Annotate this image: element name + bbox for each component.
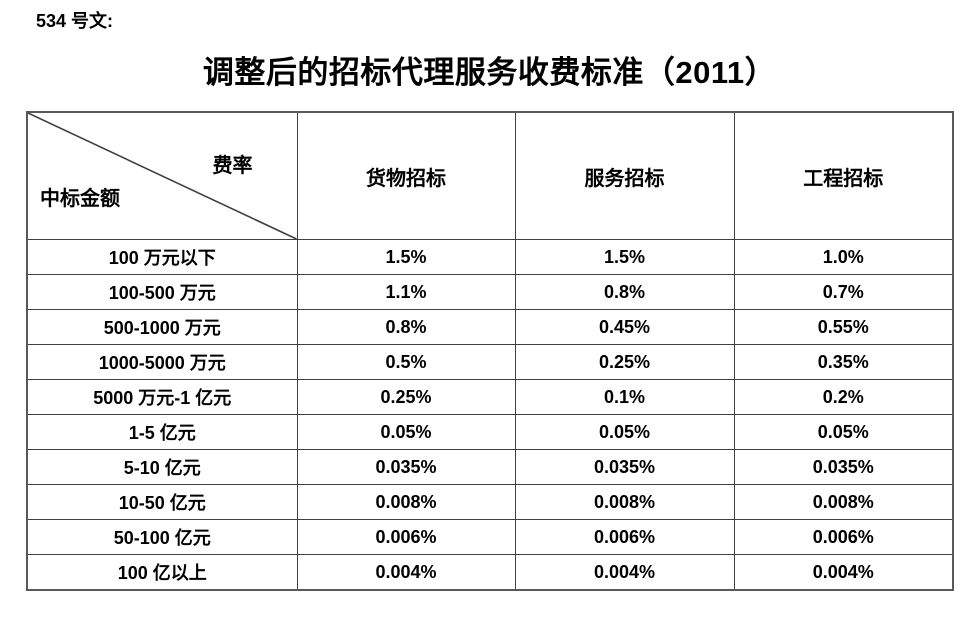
- table-row: 100 亿以上 0.004% 0.004% 0.004%: [26, 554, 954, 591]
- rate-cell: 0.25%: [514, 344, 735, 380]
- rate-cell: 0.2%: [733, 379, 954, 415]
- amount-range-cell: 5000 万元-1 亿元: [26, 379, 298, 415]
- rate-cell: 0.035%: [514, 449, 735, 485]
- column-header-goods: 货物招标: [296, 111, 516, 240]
- table-row: 100-500 万元 1.1% 0.8% 0.7%: [26, 274, 954, 310]
- diagonal-line: [28, 113, 297, 239]
- amount-range-cell: 1-5 亿元: [26, 414, 298, 450]
- amount-range-cell: 10-50 亿元: [26, 484, 298, 520]
- rate-cell: 0.8%: [296, 309, 516, 345]
- rate-cell: 0.7%: [733, 274, 954, 310]
- rate-cell: 0.008%: [514, 484, 735, 520]
- column-header-services: 服务招标: [514, 111, 735, 240]
- rate-cell: 0.006%: [296, 519, 516, 555]
- amount-range-cell: 5-10 亿元: [26, 449, 298, 485]
- rate-cell: 0.004%: [514, 554, 735, 591]
- rate-cell: 0.1%: [514, 379, 735, 415]
- rate-cell: 1.5%: [514, 239, 735, 275]
- rate-cell: 0.008%: [733, 484, 954, 520]
- table-header-row: 费率 中标金额 货物招标 服务招标 工程招标: [26, 111, 954, 240]
- fee-rate-table: 费率 中标金额 货物招标 服务招标 工程招标 100 万元以下 1.5% 1.5% 1…: [26, 111, 954, 591]
- doc-number-label: 534 号文:: [36, 11, 114, 31]
- rate-cell: 0.035%: [296, 449, 516, 485]
- table-row: 5000 万元-1 亿元 0.25% 0.1% 0.2%: [26, 379, 954, 415]
- rate-cell: 0.006%: [514, 519, 735, 555]
- corner-rate-label: 费率: [212, 155, 253, 177]
- table-row: 5-10 亿元 0.035% 0.035% 0.035%: [26, 449, 954, 485]
- rate-cell: 0.006%: [733, 519, 954, 555]
- rate-cell: 0.05%: [514, 414, 735, 450]
- rate-cell: 1.0%: [733, 239, 954, 275]
- page-title: 调整后的招标代理服务收费标准（2011）: [202, 55, 777, 90]
- amount-range-cell: 1000-5000 万元: [26, 344, 298, 380]
- rate-cell: 0.05%: [733, 414, 954, 450]
- corner-header-cell: 费率 中标金额: [26, 111, 298, 240]
- amount-range-cell: 500-1000 万元: [26, 309, 298, 345]
- rate-cell: 0.8%: [514, 274, 735, 310]
- table-row: 50-100 亿元 0.006% 0.006% 0.006%: [26, 519, 954, 555]
- amount-range-cell: 100 万元以下: [26, 239, 298, 275]
- rate-cell: 0.25%: [296, 379, 516, 415]
- table-row: 10-50 亿元 0.008% 0.008% 0.008%: [26, 484, 954, 520]
- rate-cell: 0.55%: [733, 309, 954, 345]
- rate-cell: 0.5%: [296, 344, 516, 380]
- table-row: 100 万元以下 1.5% 1.5% 1.0%: [26, 239, 954, 275]
- rate-cell: 0.45%: [514, 309, 735, 345]
- rate-cell: 1.1%: [296, 274, 516, 310]
- rate-cell: 0.004%: [296, 554, 516, 591]
- table-row: 500-1000 万元 0.8% 0.45% 0.55%: [26, 309, 954, 345]
- table-row: 1000-5000 万元 0.5% 0.25% 0.35%: [26, 344, 954, 380]
- rate-cell: 0.035%: [733, 449, 954, 485]
- column-header-engineering: 工程招标: [733, 111, 954, 240]
- rate-cell: 1.5%: [296, 239, 516, 275]
- rate-cell: 0.05%: [296, 414, 516, 450]
- amount-range-cell: 100-500 万元: [26, 274, 298, 310]
- table-row: 1-5 亿元 0.05% 0.05% 0.05%: [26, 414, 954, 450]
- amount-range-cell: 50-100 亿元: [26, 519, 298, 555]
- corner-amount-label: 中标金额: [40, 188, 120, 210]
- amount-range-cell: 100 亿以上: [26, 554, 298, 591]
- rate-cell: 0.004%: [733, 554, 954, 591]
- rate-cell: 0.35%: [733, 344, 954, 380]
- rate-cell: 0.008%: [296, 484, 516, 520]
